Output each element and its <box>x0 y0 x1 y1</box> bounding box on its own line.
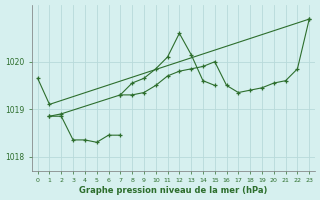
X-axis label: Graphe pression niveau de la mer (hPa): Graphe pression niveau de la mer (hPa) <box>79 186 268 195</box>
